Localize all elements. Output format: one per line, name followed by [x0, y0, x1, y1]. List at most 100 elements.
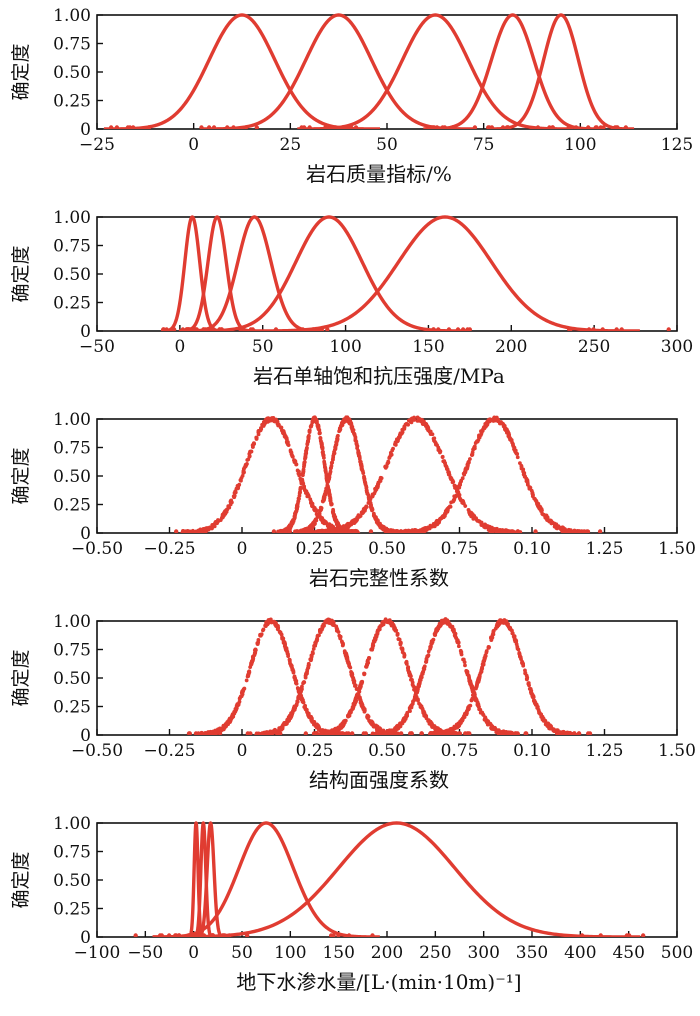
tail-point — [550, 125, 555, 129]
data-point — [466, 507, 471, 512]
data-point — [292, 514, 297, 519]
data-point — [319, 445, 324, 450]
data-point — [540, 717, 545, 722]
data-point — [312, 521, 317, 525]
data-point — [315, 423, 320, 428]
data-point — [297, 695, 302, 700]
data-point — [309, 716, 314, 721]
tail-point — [309, 529, 314, 533]
data-point — [486, 645, 491, 650]
tail-point — [598, 933, 603, 937]
y-axis-label: 确定度 — [10, 43, 32, 100]
data-point — [236, 486, 240, 491]
data-point — [228, 499, 233, 504]
y-axis-label: 确定度 — [10, 649, 32, 706]
data-point — [319, 441, 324, 446]
data-point — [321, 528, 326, 533]
tail-point — [576, 731, 582, 735]
data-point — [316, 727, 321, 732]
x-tick-label: 0.50 — [368, 539, 406, 559]
data-point — [290, 453, 295, 458]
data-point — [390, 622, 394, 626]
data-point — [572, 528, 577, 533]
x-tick-label: 1.50 — [658, 741, 696, 761]
y-tick-label: 0.50 — [53, 63, 91, 83]
data-point — [315, 723, 320, 728]
data-point — [340, 732, 345, 735]
data-point — [301, 469, 306, 474]
data-point — [540, 508, 544, 513]
data-point — [313, 643, 318, 648]
data-point — [335, 729, 340, 734]
data-point — [397, 723, 402, 728]
tail-point — [213, 731, 218, 735]
tail-point — [227, 933, 232, 937]
tail-point — [430, 125, 435, 129]
tail-point — [446, 731, 451, 735]
tail-point — [294, 529, 299, 533]
data-point — [365, 491, 370, 496]
data-point — [447, 471, 451, 476]
x-tick-label: 0 — [237, 741, 248, 761]
y-tick-label: 0.25 — [53, 900, 91, 920]
data-point — [322, 462, 327, 467]
data-point — [458, 481, 463, 486]
x-tick-label: 0 — [237, 539, 248, 559]
tail-point — [370, 933, 375, 937]
data-point — [315, 638, 319, 643]
data-point — [428, 733, 433, 735]
tail-point — [515, 731, 520, 735]
data-point — [507, 730, 512, 735]
data-point — [352, 681, 356, 685]
data-point — [483, 654, 488, 659]
y-tick-label: 0.25 — [53, 698, 91, 718]
tail-point — [640, 933, 646, 937]
data-point — [252, 653, 257, 658]
data-point — [287, 718, 291, 723]
tail-point — [271, 529, 277, 533]
data-point — [292, 704, 297, 709]
tail-point — [329, 125, 335, 129]
series-1-curve — [103, 13, 381, 129]
data-point — [302, 462, 307, 467]
data-point — [323, 620, 328, 625]
data-point — [244, 678, 249, 683]
tail-point — [579, 933, 585, 937]
tail-point — [311, 731, 317, 735]
data-point — [498, 618, 503, 623]
data-point — [463, 663, 467, 668]
data-point — [422, 710, 427, 715]
data-point — [428, 523, 433, 528]
tail-point — [586, 327, 592, 331]
data-point — [347, 712, 352, 716]
tail-point — [171, 327, 177, 331]
y-tick-label: 0.25 — [53, 294, 91, 314]
data-point — [420, 422, 425, 426]
data-point — [412, 417, 417, 422]
data-point — [242, 470, 246, 475]
x-tick-label: 200 — [371, 943, 403, 963]
data-point — [517, 651, 522, 655]
tail-point — [130, 125, 136, 129]
data-point — [420, 707, 425, 712]
data-point — [306, 439, 310, 443]
x-tick-label: 500 — [661, 943, 693, 963]
y-tick-label: 1.00 — [53, 6, 91, 26]
data-point — [357, 454, 362, 458]
data-point — [377, 625, 382, 630]
tail-point — [346, 529, 352, 533]
data-point — [472, 691, 476, 695]
series-4-curve — [189, 215, 469, 331]
data-point — [320, 450, 325, 455]
data-point — [352, 431, 357, 436]
tail-point — [248, 327, 254, 331]
tail-point — [217, 731, 223, 735]
data-point — [479, 523, 484, 528]
data-point — [298, 690, 303, 695]
x-axis-title: 地下水渗水量/[L·(min·10m)⁻¹] — [236, 970, 521, 994]
data-point — [473, 686, 478, 691]
data-point — [228, 502, 233, 507]
y-tick-label: 0 — [80, 726, 91, 746]
data-point — [422, 667, 427, 671]
data-point — [535, 706, 540, 710]
